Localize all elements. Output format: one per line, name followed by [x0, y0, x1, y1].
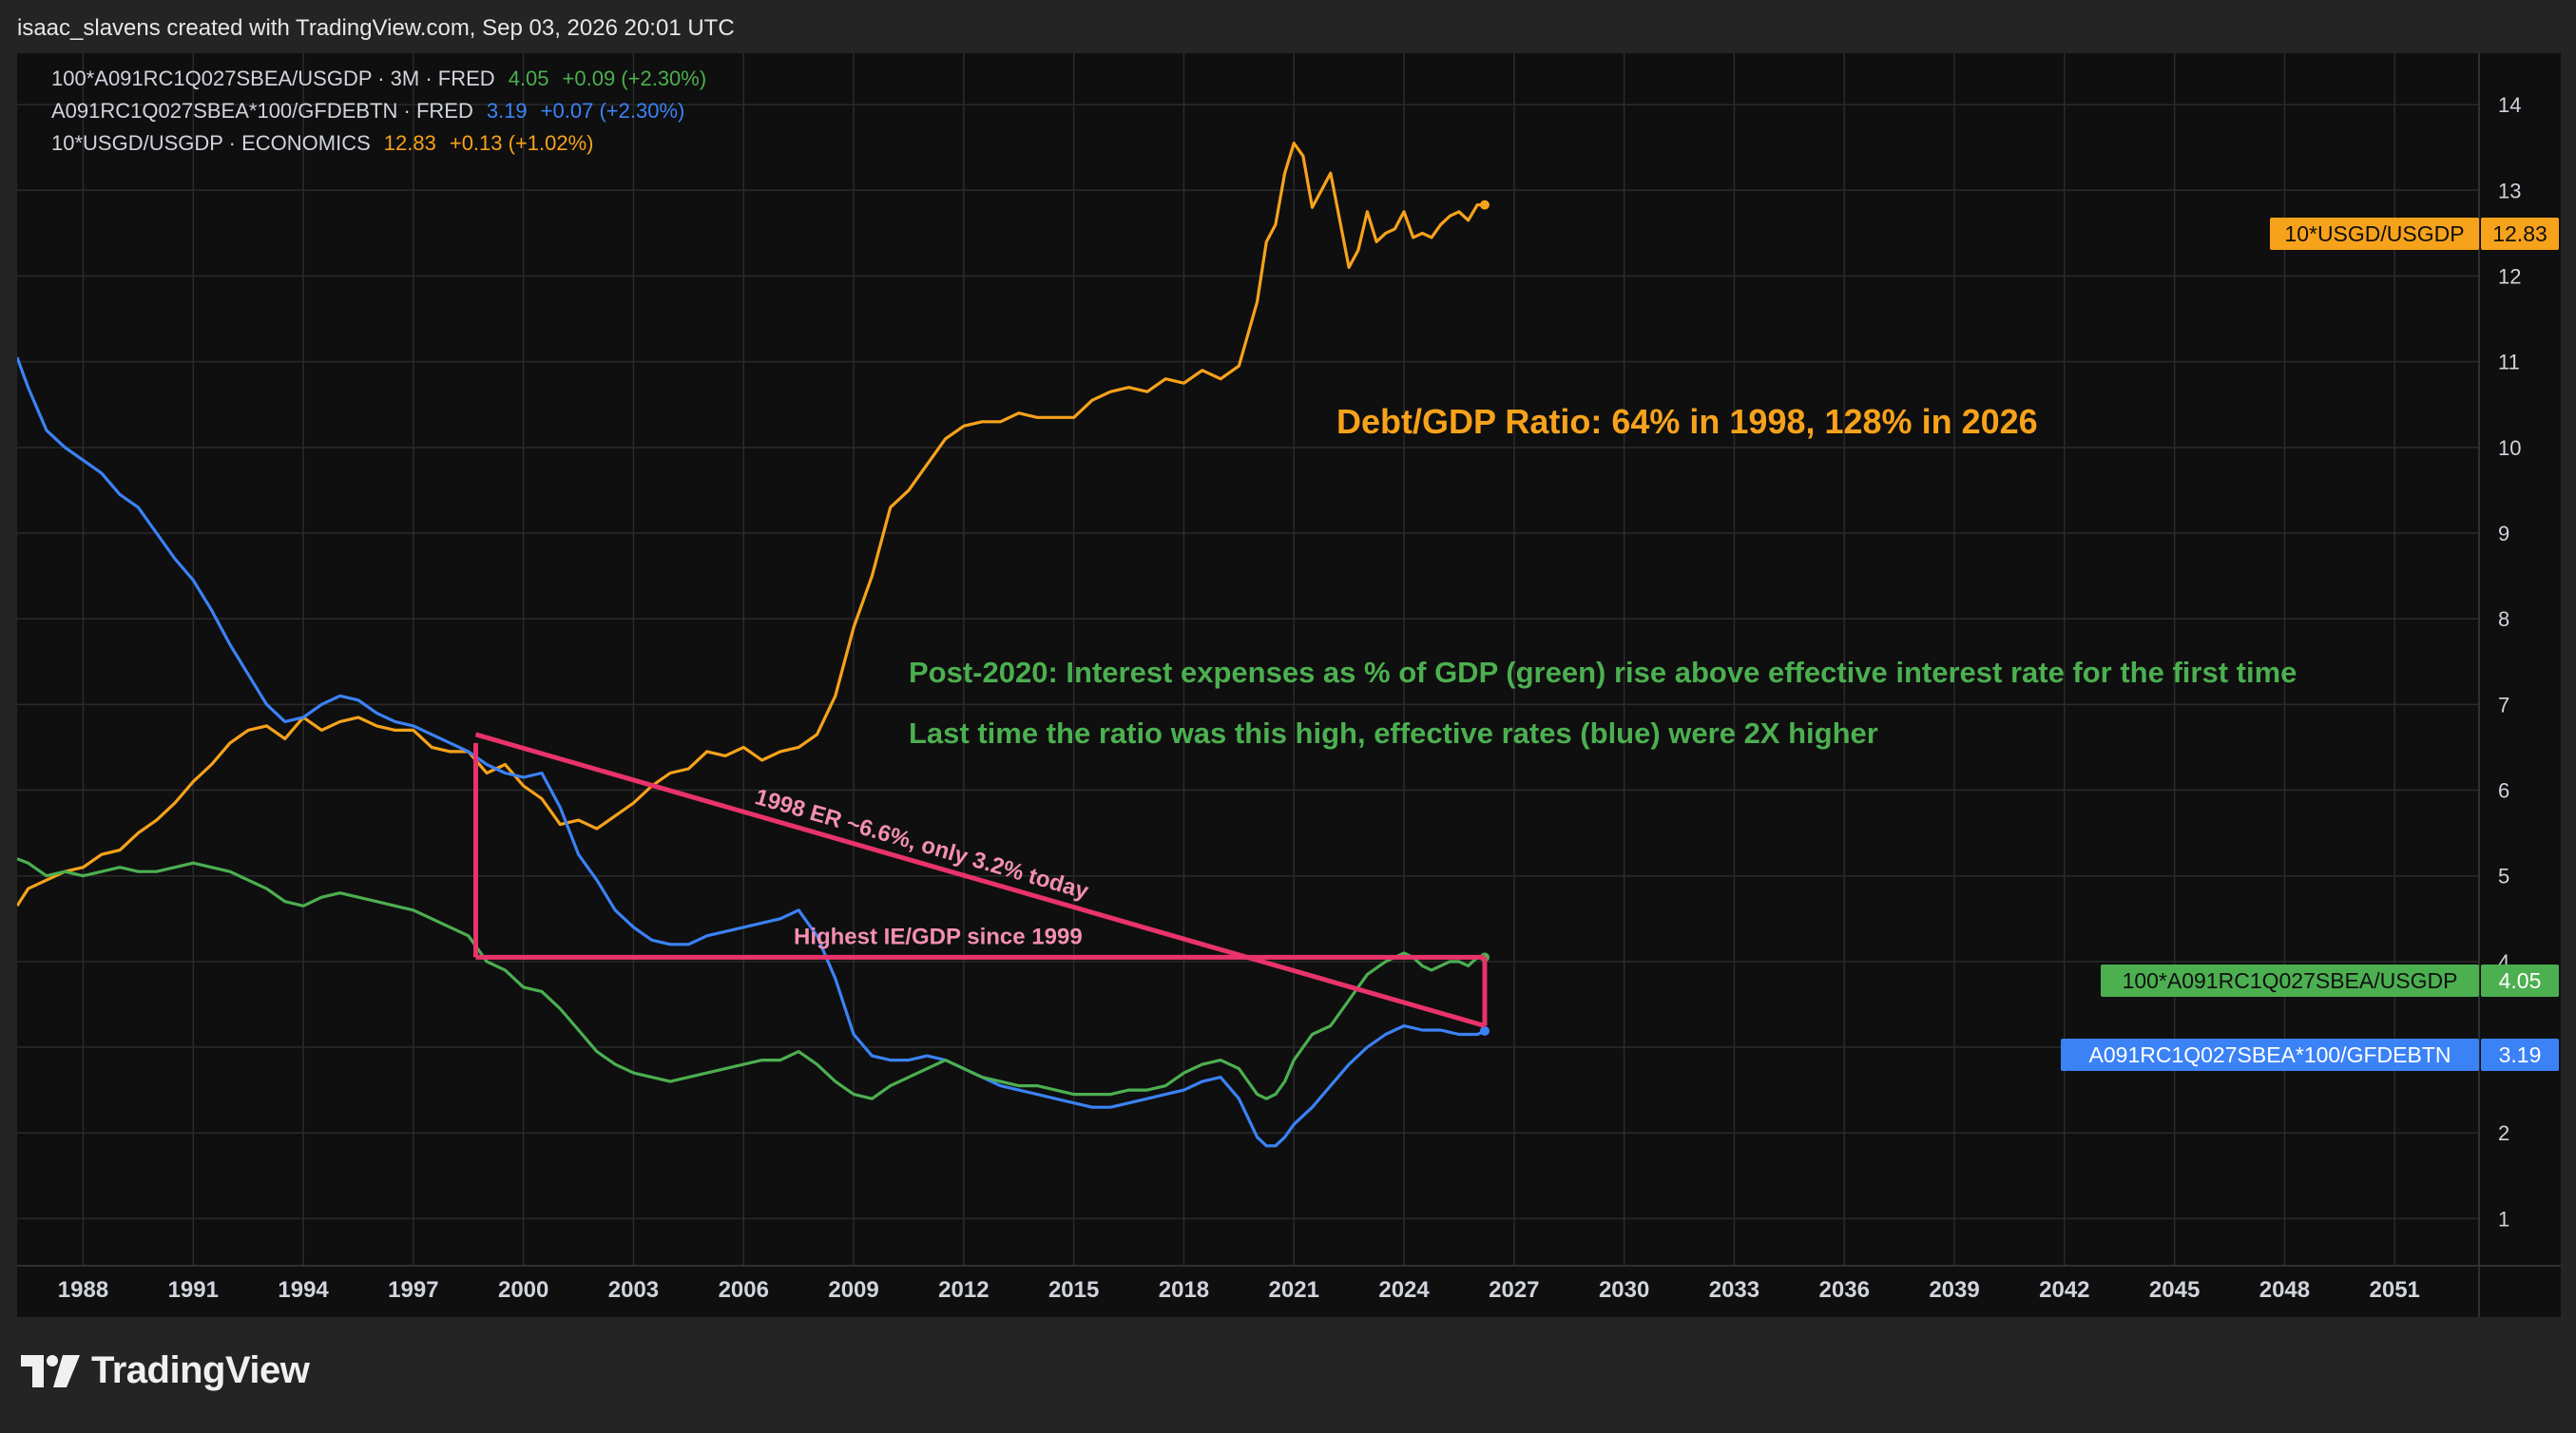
x-tick-label: 1994 [278, 1277, 329, 1303]
chart-credit: isaac_slavens created with TradingView.c… [17, 15, 735, 41]
x-tick-label: 2012 [938, 1277, 989, 1303]
legend-value: 3.19 [486, 99, 528, 123]
header-bar: isaac_slavens created with TradingView.c… [0, 0, 2576, 53]
x-tick-label: 1988 [58, 1277, 108, 1303]
series-line [17, 857, 1485, 1100]
tradingview-logo-text: TradingView [91, 1349, 310, 1391]
series-last-point [1479, 200, 1490, 210]
chart-canvas[interactable]: 1998 ER ~6.6%, only 3.2% today Highest IE… [17, 53, 2561, 1317]
x-tick-label: 2048 [2259, 1277, 2310, 1303]
y-tick-label: 5 [2498, 865, 2509, 888]
y-tick-label: 1 [2498, 1207, 2509, 1231]
x-tick-label: 1991 [168, 1277, 219, 1303]
x-tick-label: 2003 [608, 1277, 659, 1303]
legend-row-blue[interactable]: A091RC1Q027SBEA*100/GFDEBTN · FRED 3.19 +0… [51, 99, 698, 124]
legend-row-orange[interactable]: 10*USGD/USGDP · ECONOMICS 12.83 +0.13 (+1.… [51, 131, 607, 156]
x-tick-label: 2021 [1269, 1277, 1319, 1303]
x-tick-label: 1997 [388, 1277, 438, 1303]
legend-row-green[interactable]: 100*A091RC1Q027SBEA/USGDP · 3M · FRED 4.0… [51, 67, 720, 91]
y-tick-label: 6 [2498, 779, 2509, 803]
x-tick-label: 2051 [2370, 1277, 2420, 1303]
series-line [17, 356, 1486, 1148]
y-tick-label: 12 [2498, 264, 2521, 288]
y-tick-label: 2 [2498, 1121, 2509, 1145]
x-tick-label: 2006 [719, 1277, 769, 1303]
diagonal-trend-line [474, 732, 1486, 1028]
legend-value: 4.05 [508, 67, 549, 90]
x-tick-label: 2000 [498, 1277, 548, 1303]
legend-change: +0.09 (+2.30%) [562, 67, 707, 90]
grid-layer [17, 53, 2479, 1266]
price-label-value-box [2481, 965, 2559, 997]
y-tick-label: 11 [2498, 351, 2520, 374]
x-tick-label: 2033 [1709, 1277, 1759, 1303]
price-label-value: 3.19 [2499, 1042, 2542, 1067]
green-annotation-1: Post-2020: Interest expenses as % of GDP… [909, 656, 2297, 689]
x-axis-band [17, 1266, 2561, 1317]
chart-frame[interactable]: 1998 ER ~6.6%, only 3.2% today Highest IE… [17, 53, 2561, 1317]
axis-layer: 1234567891011121314198819911994199720002… [17, 53, 2561, 1317]
x-tick-label: 2039 [1929, 1277, 1979, 1303]
price-label-value: 4.05 [2499, 968, 2542, 993]
x-tick-label: 2009 [828, 1277, 878, 1303]
price-label-name: 100*A091RC1Q027SBEA/USGDP [2123, 968, 2458, 993]
y-tick-label: 10 [2498, 436, 2521, 460]
tradingview-logo-icon [21, 1354, 80, 1387]
series-layer [17, 142, 1490, 1148]
y-tick-label: 8 [2498, 607, 2509, 631]
price-label-name: A091RC1Q027SBEA*100/GFDEBTN [2089, 1042, 2451, 1067]
price-label-name-box [2270, 218, 2479, 250]
y-tick-label: 9 [2498, 522, 2509, 545]
x-tick-label: 2045 [2149, 1277, 2200, 1303]
y-tick-label: 7 [2498, 693, 2509, 716]
price-label-name-box [2061, 1039, 2479, 1071]
x-tick-label: 2042 [2039, 1277, 2089, 1303]
price-label-name-box [2101, 965, 2479, 997]
x-tick-label: 2018 [1159, 1277, 1209, 1303]
x-tick-label: 2015 [1048, 1277, 1099, 1303]
tradingview-logo[interactable]: TradingView [21, 1349, 310, 1392]
y-tick-label: 13 [2498, 179, 2521, 202]
legend-value: 12.83 [383, 131, 436, 155]
green-annotation-2: Last time the ratio was this high, effec… [909, 716, 1878, 750]
legend-name: A091RC1Q027SBEA*100/GFDEBTN · FRED [51, 99, 473, 123]
x-tick-label: 2027 [1489, 1277, 1539, 1303]
diagonal-label: 1998 ER ~6.6%, only 3.2% today [752, 784, 1091, 905]
horizontal-label: Highest IE/GDP since 1999 [794, 924, 1083, 949]
legend-change: +0.07 (+2.30%) [540, 99, 685, 123]
x-tick-label: 2030 [1599, 1277, 1649, 1303]
price-label-value: 12.83 [2492, 221, 2547, 246]
y-tick-label: 14 [2498, 93, 2521, 117]
drawing-layer: 1998 ER ~6.6%, only 3.2% today Highest IE… [472, 732, 1488, 1028]
series-line [17, 142, 1485, 908]
legend-change: +0.13 (+1.02%) [449, 131, 594, 155]
x-tick-label: 2024 [1378, 1277, 1430, 1303]
legend-name: 10*USGD/USGDP · ECONOMICS [51, 131, 371, 155]
label-layer: Debt/GDP Ratio: 64% in 1998, 128% in 202… [909, 218, 2559, 1071]
price-label-value-box [2481, 1039, 2559, 1071]
price-label-value-box [2481, 218, 2559, 250]
x-tick-label: 2036 [1819, 1277, 1870, 1303]
debt-gdp-annotation: Debt/GDP Ratio: 64% in 1998, 128% in 202… [1336, 402, 2038, 441]
series-last-point [1479, 1025, 1490, 1036]
price-label-name: 10*USGD/USGDP [2284, 221, 2464, 246]
legend-name: 100*A091RC1Q027SBEA/USGDP · 3M · FRED [51, 67, 495, 90]
